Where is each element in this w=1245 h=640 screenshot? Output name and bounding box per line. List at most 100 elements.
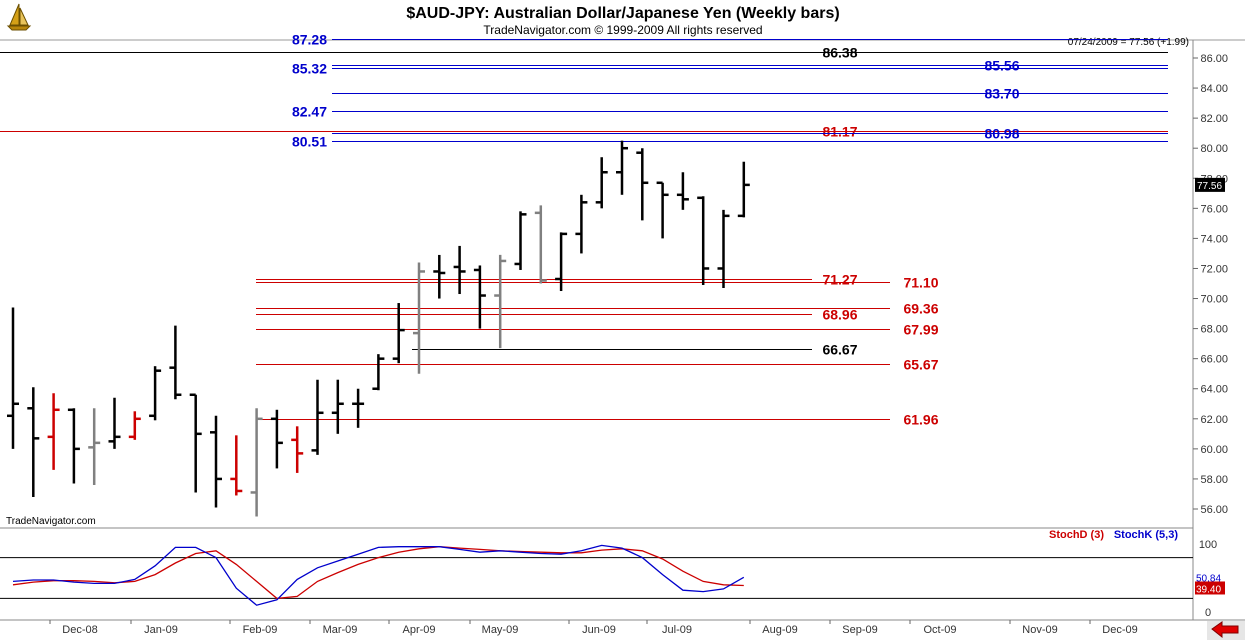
- y-tick-label: 60.00: [1200, 444, 1228, 456]
- price-bar: [108, 397, 121, 449]
- level-label: 82.47: [292, 104, 327, 120]
- price-bar: [230, 435, 243, 496]
- price-bar: [250, 408, 263, 517]
- stochk-last-value: 50.84: [1196, 573, 1221, 584]
- x-tick-label: Aug-09: [762, 624, 797, 636]
- price-bar: [636, 148, 649, 221]
- price-bar: [413, 262, 425, 374]
- stochk-legend: StochK (5,3): [1114, 529, 1179, 541]
- price-bar: [656, 181, 669, 239]
- level-label: 85.32: [292, 61, 327, 77]
- last-price-readout: 07/24/2009 = 77.56 (+1.99): [1068, 37, 1189, 48]
- level-label: 69.36: [903, 301, 938, 317]
- y-tick-label: 66.00: [1200, 354, 1228, 366]
- y-tick-label: 82.00: [1200, 113, 1228, 125]
- price-bar: [494, 254, 507, 349]
- y-tick-label: 68.00: [1200, 324, 1228, 336]
- level-label: 66.67: [822, 342, 857, 358]
- price-bar: [595, 157, 608, 209]
- y-tick-label: 62.00: [1200, 414, 1228, 426]
- price-bar: [392, 303, 405, 364]
- level-label: 71.27: [822, 272, 857, 288]
- x-tick-label: Dec-09: [1102, 624, 1137, 636]
- price-bar: [372, 354, 385, 391]
- level-label: 71.10: [903, 275, 938, 291]
- y-tick-label: 86.00: [1200, 53, 1228, 65]
- x-tick-label: Apr-09: [402, 624, 435, 636]
- x-tick-label: Jan-09: [144, 624, 178, 636]
- price-bars: [7, 140, 750, 517]
- price-bar: [453, 245, 466, 295]
- level-lines: 87.28 86.38 85.56 85.32 83.70 82.47 81.17 80.98…: [0, 32, 1168, 428]
- price-bar: [555, 232, 568, 292]
- price-bar: [128, 411, 141, 440]
- price-bar: [433, 254, 446, 299]
- stochd-legend: StochD (3): [1049, 529, 1104, 541]
- level-label: 83.70: [984, 86, 1019, 102]
- price-bar: [47, 393, 60, 470]
- stoch-tick-label: 100: [1199, 539, 1217, 551]
- level-label: 67.99: [903, 322, 938, 338]
- price-bar: [7, 307, 19, 449]
- price-bar: [291, 426, 304, 473]
- y-tick-label: 72.00: [1200, 263, 1228, 275]
- x-tick-label: May-09: [482, 624, 519, 636]
- price-bar: [189, 393, 202, 493]
- last-price-value: 77.56: [1197, 181, 1222, 192]
- price-bar: [270, 409, 283, 469]
- stochd-last-value: 39.40: [1196, 584, 1221, 595]
- y-tick-label: 70.00: [1200, 294, 1228, 306]
- price-bar: [352, 388, 365, 428]
- price-bar: [737, 161, 750, 218]
- price-bar: [27, 387, 40, 497]
- x-tick-label: Jul-09: [662, 624, 692, 636]
- stochk-line: [12, 544, 745, 606]
- y-tick-label: 80.00: [1200, 143, 1228, 155]
- price-bar: [210, 415, 222, 508]
- price-bar: [149, 366, 162, 421]
- price-bar: [169, 325, 182, 400]
- x-tick-label: Mar-09: [323, 624, 358, 636]
- level-label: 68.96: [822, 307, 857, 323]
- x-tick-label: Dec-08: [62, 624, 97, 636]
- y-tick-label: 64.00: [1200, 384, 1228, 396]
- level-label: 65.67: [903, 357, 938, 373]
- price-bar: [697, 196, 710, 286]
- level-label: 87.28: [292, 32, 327, 48]
- x-tick-label: Jun-09: [582, 624, 616, 636]
- y-tick-label: 76.00: [1200, 203, 1228, 215]
- y-tick-label: 56.00: [1200, 504, 1228, 516]
- price-bar: [88, 408, 101, 485]
- red-left-arrow-icon[interactable]: [1207, 621, 1245, 640]
- x-tick-label: Oct-09: [923, 624, 956, 636]
- sailboat-logo-icon[interactable]: [6, 3, 32, 31]
- x-tick-label: Nov-09: [1022, 624, 1057, 636]
- level-label: 61.96: [903, 412, 938, 428]
- price-bar: [575, 194, 588, 254]
- price-bar: [311, 379, 324, 455]
- price-bar: [331, 379, 344, 434]
- price-bar: [616, 140, 628, 195]
- price-axis: 86.0084.0082.0080.0078.0076.0074.0072.00…: [1193, 53, 1228, 516]
- last-price-tag: 77.56: [1195, 177, 1225, 192]
- date-axis: Dec-08 Jan-09 Feb-09 Mar-09 Apr-09 May-09 Jun-…: [49, 620, 1138, 636]
- y-tick-label: 74.00: [1200, 233, 1228, 245]
- price-bar: [717, 209, 730, 289]
- watermark-text: TradeNavigator.com: [6, 516, 96, 527]
- chart-title: $AUD-JPY: Australian Dollar/Japanese Yen…: [406, 5, 839, 22]
- y-tick-label: 84.00: [1200, 83, 1228, 95]
- x-tick-label: Feb-09: [243, 624, 278, 636]
- stoch-tick-label: 0: [1205, 607, 1211, 619]
- y-tick-label: 58.00: [1200, 474, 1228, 486]
- level-label: 81.17: [822, 124, 857, 140]
- level-label: 85.56: [984, 58, 1019, 74]
- level-label: 86.38: [822, 45, 857, 61]
- price-bar: [514, 211, 527, 270]
- level-label: 80.98: [984, 126, 1019, 142]
- price-bar: [676, 172, 689, 210]
- x-tick-label: Sep-09: [842, 624, 877, 636]
- copyright-text: TradeNavigator.com © 1999-2009 All right…: [483, 23, 762, 37]
- price-bar: [473, 265, 486, 329]
